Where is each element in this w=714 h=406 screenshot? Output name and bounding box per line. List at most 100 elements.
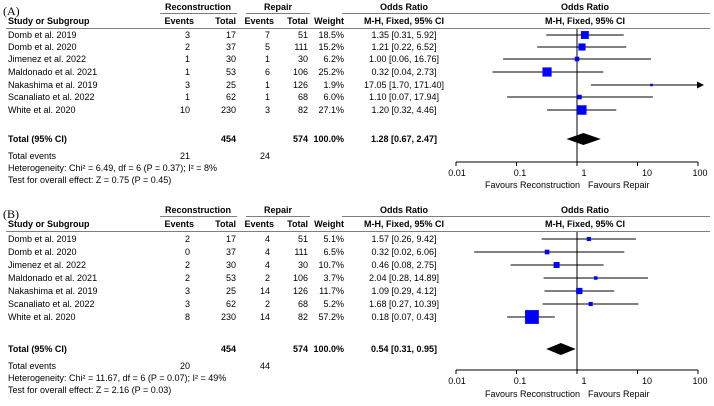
weight: 15.2%: [318, 42, 344, 52]
study-name: Nakashima et al. 2019: [8, 80, 98, 90]
or-ci: 1.35 [0.31, 5.92]: [371, 30, 437, 40]
or-ci: 1.00 [0.06, 16.76]: [368, 54, 440, 64]
weight: 6.2%: [323, 54, 344, 64]
favours-right-label: Favours Repair: [588, 389, 650, 399]
total2: 126: [292, 80, 308, 90]
or-title-right: Odds Ratio: [560, 205, 609, 215]
axis-tick-label: 10: [641, 376, 652, 386]
total1: 30: [225, 54, 236, 64]
events1-header: Events: [164, 16, 194, 26]
events2: 4: [264, 234, 270, 244]
axis-tick-label: 0.1: [513, 168, 527, 178]
or-method-left: M-H, Fixed, 95% CI: [363, 219, 444, 229]
or-ci: 0.18 [0.07, 0.43]: [371, 312, 437, 322]
events2-header: Events: [244, 219, 274, 229]
total-events2: 44: [259, 361, 270, 371]
events1: 10: [179, 105, 190, 115]
events1: 1: [184, 92, 190, 102]
weight: 27.1%: [318, 105, 344, 115]
total1-sum: 454: [220, 134, 236, 144]
study-name: Scanaliato et al. 2022: [8, 92, 95, 102]
study-name: Jimenez et al. 2022: [8, 260, 87, 270]
pooled-diamond: [566, 133, 601, 145]
or-title-right: Odds Ratio: [560, 2, 609, 12]
weight: 1.9%: [323, 80, 344, 90]
axis-tick-label: 100: [692, 376, 708, 386]
panel-label: (A): [3, 4, 20, 18]
header-bottom-rule: [6, 231, 710, 232]
events1: 2: [184, 273, 190, 283]
axis-tick-label: 1: [581, 168, 587, 178]
axis-tick-label: 0.1: [513, 376, 527, 386]
weight: 10.7%: [318, 260, 344, 270]
or-method-right: M-H, Fixed, 95% CI: [544, 219, 625, 229]
study-square: [577, 94, 582, 100]
total1: 53: [225, 67, 236, 77]
study-name: Domb et al. 2020: [8, 247, 77, 257]
group1-rule: [160, 216, 237, 217]
weight: 5.1%: [323, 234, 344, 244]
weight-header: Weight: [314, 16, 344, 26]
or-ci: 1.09 [0.29, 4.12]: [371, 286, 437, 296]
or-ci: 1.20 [0.32, 4.46]: [371, 105, 437, 115]
study-square: [574, 56, 580, 62]
study-square: [650, 83, 653, 87]
group2-rule: [246, 216, 310, 217]
total2: 51: [297, 234, 308, 244]
total1: 230: [220, 312, 236, 322]
or-ci: 17.05 [1.70, 171.40]: [363, 80, 445, 90]
forest-plot-a: (A) Reconstruction Repair Odds Ratio Odd…: [3, 2, 710, 190]
total2: 51: [297, 30, 308, 40]
total2-sum: 574: [292, 134, 308, 144]
events2: 2: [264, 273, 270, 283]
or-ci: 0.32 [0.02, 6.06]: [371, 247, 437, 257]
total2: 68: [297, 92, 308, 102]
or-rule-right: [456, 216, 710, 217]
total2: 82: [297, 312, 308, 322]
total1: 62: [225, 299, 236, 309]
events2: 2: [264, 299, 270, 309]
events1: 3: [184, 30, 190, 40]
study-square: [580, 31, 589, 39]
study-square: [586, 236, 591, 242]
group2-header: Repair: [263, 2, 292, 12]
events2-header: Events: [244, 16, 274, 26]
events1-header: Events: [164, 219, 194, 229]
favours-left-label: Favours Reconstruction: [484, 180, 580, 190]
total-or-ci: 1.28 [0.67, 2.47]: [370, 134, 438, 144]
events2: 3: [264, 105, 270, 115]
study-name: Maldonado et al. 2021: [8, 67, 98, 77]
group1-header: Reconstruction: [164, 2, 231, 12]
total2: 30: [297, 260, 308, 270]
total2: 68: [297, 299, 308, 309]
total1: 53: [225, 273, 236, 283]
or-title-left: Odds Ratio: [379, 2, 428, 12]
total1-header: Total: [215, 16, 236, 26]
total-weight: 100.0%: [313, 134, 344, 144]
or-ci: 0.46 [0.08, 2.75]: [371, 260, 437, 270]
events1: 3: [184, 286, 190, 296]
pooled-diamond: [546, 343, 576, 355]
total1: 230: [220, 105, 236, 115]
group2-rule: [246, 13, 310, 14]
weight: 5.2%: [323, 299, 344, 309]
panel-label: (B): [3, 207, 19, 221]
total2: 111: [294, 42, 308, 52]
events1: 2: [184, 234, 190, 244]
events2: 1: [264, 92, 270, 102]
events2: 14: [259, 312, 270, 322]
events1: 1: [184, 54, 190, 64]
study-name: White et al. 2020: [8, 312, 76, 322]
total2: 106: [292, 273, 308, 283]
study-name: Nakashima et al. 2019: [8, 286, 98, 296]
total2-sum: 574: [292, 344, 308, 354]
study-square: [553, 262, 560, 268]
or-rule-right: [456, 13, 710, 14]
or-ci: 2.04 [0.28, 14.89]: [368, 273, 440, 283]
or-rule-left: [342, 13, 466, 14]
total1: 17: [225, 234, 236, 244]
study-square: [593, 276, 598, 280]
study-name: White et al. 2020: [8, 105, 76, 115]
axis-tick-label: 100: [692, 168, 708, 178]
study-square: [578, 43, 586, 51]
